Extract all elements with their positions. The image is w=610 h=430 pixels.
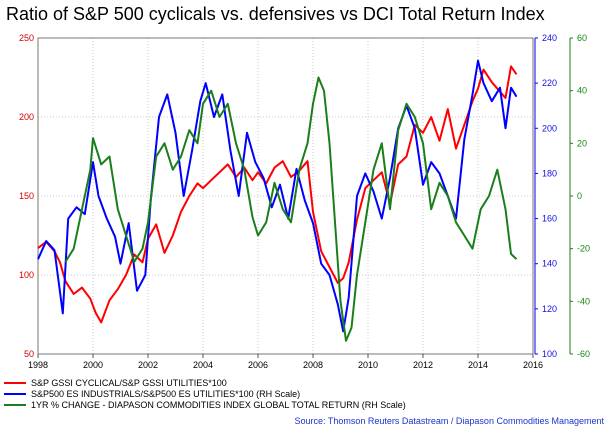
mid-tick-label: 120 [542,304,557,314]
series-line-1 [37,65,518,324]
right-tick-label: -40 [577,296,590,306]
x-tick-label: 2004 [193,360,213,370]
legend: S&P GSSI CYCLICAL/S&P GSSI UTILITIES*100… [4,378,406,410]
mid-tick-label: 240 [542,33,557,43]
mid-tick-label: 100 [542,349,557,359]
right-tick-label: 60 [577,33,587,43]
right-tick-label: -20 [577,244,590,254]
x-tick-label: 1998 [28,360,48,370]
right-tick-label: 40 [577,86,587,96]
x-tick-label: 2016 [523,360,543,370]
x-tick-label: 2002 [138,360,158,370]
series-layer [37,59,518,342]
x-tick-label: 2014 [468,360,488,370]
left-tick-label: 50 [24,349,34,359]
left-tick-label: 250 [19,33,34,43]
x-tick-label: 2012 [413,360,433,370]
mid-tick-label: 220 [542,78,557,88]
x-tick-label: 2000 [83,360,103,370]
series-line-2 [37,59,518,333]
source-label: Source: Thomson Reuters Datastream / Dia… [295,416,605,426]
mid-tick-label: 160 [542,214,557,224]
left-tick-label: 100 [19,270,34,280]
left-tick-label: 150 [19,191,34,201]
mid-tick-label: 200 [542,123,557,133]
x-tick-label: 2010 [358,360,378,370]
plot-frame [37,37,534,355]
mid-tick-label: 140 [542,259,557,269]
right-tick-label: 20 [577,138,587,148]
legend-label: 1YR % CHANGE - DIAPASON COMMODITIES INDE… [31,400,406,410]
x-tick-label: 2006 [248,360,268,370]
right-tick-label: 0 [577,191,582,201]
series-line-3 [64,76,518,342]
left-tick-label: 200 [19,112,34,122]
x-tick-label: 2008 [303,360,323,370]
right-tick-label: -60 [577,349,590,359]
legend-label: S&P GSSI CYCLICAL/S&P GSSI UTILITIES*100 [31,378,227,388]
legend-label: S&P500 ES INDUSTRIALS/S&P500 ES UTILITIE… [31,389,300,399]
chart-title: Ratio of S&P 500 cyclicals vs. defensive… [6,4,545,24]
mid-tick-label: 180 [542,168,557,178]
